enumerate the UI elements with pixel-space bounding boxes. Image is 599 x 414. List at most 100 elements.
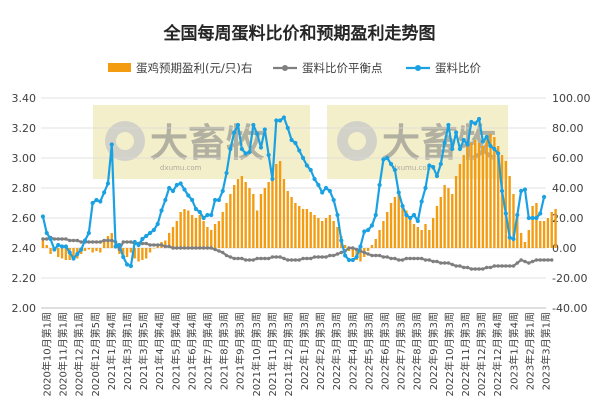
x-tick-label: 2021年1月第4周 [105,312,118,390]
ratio-point [239,146,244,152]
x-tick-label: 2023年1月第4周 [507,312,520,390]
ratio-point [98,199,103,204]
ratio-point [205,212,210,218]
breakeven-point [469,267,474,271]
profit-bar [539,221,542,248]
profit-bar [240,176,244,248]
ratio-point [128,263,134,269]
profit-bar [263,188,266,248]
ratio-point [186,193,191,198]
ratio-point [82,238,88,243]
ratio-point [297,148,302,153]
breakeven-point [71,238,76,243]
breakeven-point [140,241,145,246]
ratio-point [507,235,512,240]
profit-bar [294,203,297,248]
profit-bar [336,227,339,248]
ratio-point [304,163,309,168]
breakeven-point [335,252,340,256]
x-tick-label: 2021年3月第5周 [137,312,150,390]
ratio-point [144,233,149,239]
ratio-point [102,190,107,195]
breakeven-point [316,255,321,259]
x-tick-label: 2021年10月第3周 [250,312,263,397]
profit-bar [435,206,439,248]
ratio-point [190,197,195,203]
profit-bar [221,212,224,248]
profit-bar [439,197,442,248]
profit-bar [428,230,431,248]
ratio-point [86,230,91,236]
breakeven-point [381,255,386,259]
breakeven-point [416,256,420,261]
ratio-point [308,167,313,173]
x-tick-label: 2023年3月第1周 [540,312,553,390]
breakeven-point [339,250,344,255]
ratio-point [453,130,459,135]
breakeven-point [423,258,428,262]
breakeven-point [194,246,198,250]
profit-bar [137,248,140,262]
ratio-point [159,208,164,213]
breakeven-point [404,256,409,261]
x-tick-label: 2021年8月第3周 [218,312,231,390]
breakeven-point [473,267,477,271]
ratio-point [526,215,531,221]
profit-bar [489,134,492,248]
ratio-point [201,215,206,221]
x-tick-label: 2021年9月第3周 [234,312,247,390]
profit-bar [213,224,217,248]
breakeven-point [412,256,416,261]
profit-bar [317,218,320,248]
x-tick-label: 2020年10月第1周 [41,312,54,397]
profit-bar [194,218,198,248]
profit-bar [451,194,454,248]
ratio-point [358,244,363,249]
breakeven-point [94,240,99,244]
profit-bar [374,239,377,248]
watermark-left-url: dxumu.com [160,164,202,172]
ratio-point [197,209,202,215]
profit-bar [122,248,125,256]
legend-ratio-marker [415,65,421,71]
ratio-point [117,242,122,248]
profit-bar [443,185,446,248]
ratio-point [90,200,95,206]
breakeven-point [98,240,102,244]
ratio-point [450,146,455,152]
profit-bar [202,221,205,248]
profit-bar [328,215,332,248]
ratio-point [519,188,524,194]
profit-bar [550,212,553,248]
breakeven-point [492,264,497,268]
ratio-point [113,244,118,249]
ratio-point [262,127,267,132]
profit-bar [546,218,550,248]
ratio-point [167,185,172,191]
ratio-point [327,188,332,194]
ratio-point [522,187,528,192]
profit-bar [512,194,515,248]
ratio-point [339,238,344,243]
breakeven-point [75,238,80,243]
ratio-point [147,230,153,236]
ratio-point [335,212,340,218]
breakeven-point [366,252,370,256]
left-axis: 2.00 2.20 2.40 2.60 2.80 3.00 3.20 3.40 [12,92,37,315]
profit-bar [125,248,129,257]
left-tick-label: 3.00 [12,152,37,165]
breakeven-point [458,264,462,268]
profit-bar [412,224,416,248]
ratio-point [438,161,443,167]
profit-bar [60,248,64,259]
ratio-point [132,239,137,245]
left-tick-label: 2.20 [12,272,37,285]
ratio-point [243,151,248,156]
profit-bar [72,248,75,257]
x-tick-label: 2021年4月第4周 [153,312,166,390]
ratio-point [182,187,187,192]
ratio-point [178,181,183,186]
breakeven-point [155,243,160,247]
